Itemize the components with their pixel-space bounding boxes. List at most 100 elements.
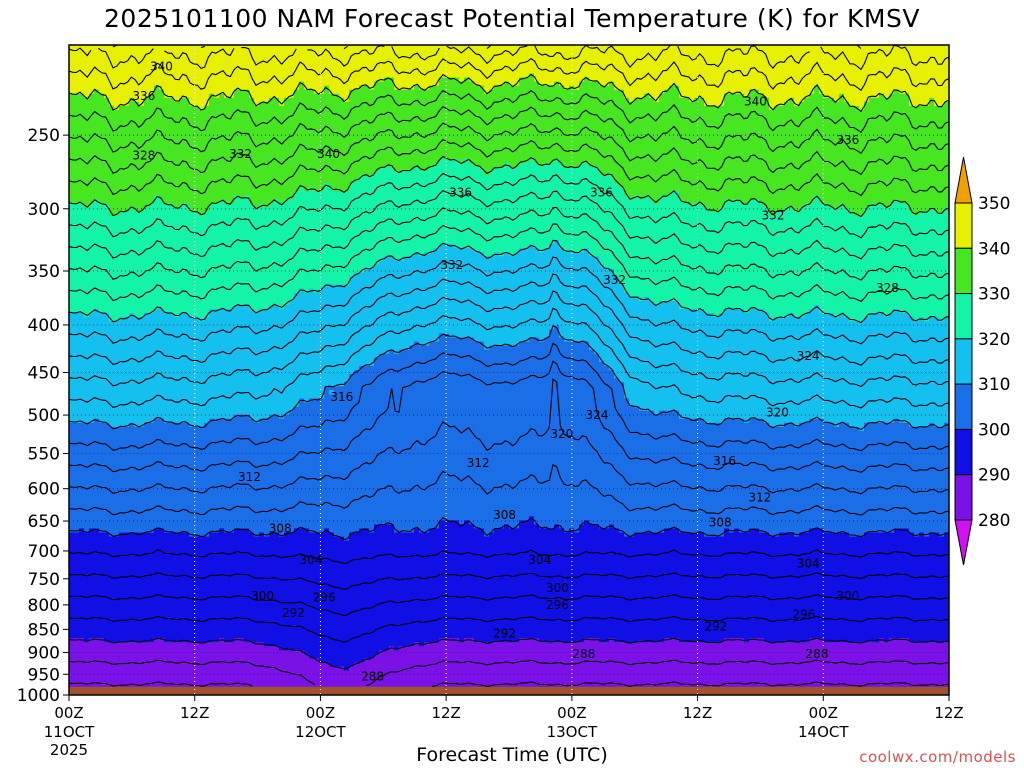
x-tick-date-2: 12OCT	[295, 723, 346, 741]
contour-label-17: 320	[550, 427, 573, 441]
y-tick-label-1000: 1000	[17, 686, 60, 706]
x-tick-date-6: 14OCT	[798, 723, 849, 741]
y-tick-label-600: 600	[28, 480, 60, 500]
contour-line-344	[69, 45, 949, 71]
contour-line-294	[69, 594, 949, 617]
contour-label-24: 308	[269, 521, 292, 535]
x-tick-label-4: 00Z	[557, 704, 586, 722]
contour-line-340	[69, 73, 949, 113]
contour-label-33: 296	[792, 607, 815, 621]
contour-label-1: 336	[132, 89, 155, 103]
contour-label-30: 300	[251, 589, 274, 603]
colorbar-top-arrow	[954, 156, 973, 204]
x-tick-label-1: 12Z	[180, 704, 209, 722]
contour-line-300	[69, 516, 949, 541]
colorbar-label-350: 350	[978, 194, 1010, 214]
credit-link[interactable]: coolwx.com/models	[859, 748, 1016, 766]
contour-line-286	[69, 681, 949, 687]
x-tick-label-0: 00Z	[54, 704, 83, 722]
colorbar-seg-5	[954, 428, 973, 476]
x-tick-year-0: 2025	[50, 741, 88, 759]
colorbar-label-280: 280	[978, 511, 1010, 531]
y-tick-label-700: 700	[28, 542, 60, 562]
contour-line-292	[69, 615, 949, 643]
x-tick-date-4: 13OCT	[547, 723, 598, 741]
y-tick-label-500: 500	[28, 406, 60, 426]
contour-label-35: 292	[493, 627, 516, 641]
y-tick-label-850: 850	[28, 620, 60, 640]
contour-line-310	[69, 325, 949, 431]
contour-label-2: 340	[317, 147, 340, 161]
contour-label-40: 288	[361, 669, 384, 683]
contour-label-4: 336	[836, 133, 859, 147]
contour-label-16: 320	[766, 406, 789, 420]
contour-line-324	[69, 206, 949, 281]
contour-line-302	[69, 464, 949, 516]
contour-label-23: 308	[709, 515, 732, 529]
contour-line-342	[69, 57, 949, 92]
colorbar-seg-0	[954, 202, 973, 249]
contour-label-22: 308	[493, 508, 516, 522]
contour-label-15: 324	[586, 408, 609, 422]
contour-line-328	[69, 172, 949, 239]
x-axis-label: Forecast Time (UTC)	[416, 744, 608, 766]
x-tick-label-2: 00Z	[306, 704, 335, 722]
contour-label-28: 300	[546, 581, 569, 595]
contour-label-13: 324	[797, 349, 820, 363]
colorbar: 280 290 300 310 320 330 340 350	[954, 156, 1010, 566]
contour-label-38: 288	[572, 647, 595, 661]
y-tick-label-650: 650	[28, 512, 60, 532]
contour-line-346	[112, 45, 862, 50]
contour-labels: 340 336 340 340 336 328 332 336 336 332 332 332 328 3…	[132, 60, 899, 684]
colorbar-seg-4	[954, 383, 973, 430]
contour-line-308	[69, 342, 949, 452]
contour-line-290	[69, 637, 949, 670]
colorbar-seg-3	[954, 338, 973, 385]
contour-label-20: 312	[238, 470, 261, 484]
contour-label-7: 336	[449, 185, 472, 199]
contour-label-3: 340	[744, 94, 767, 108]
x-tick-label-6: 00Z	[809, 704, 838, 722]
colorbar-label-320: 320	[978, 330, 1010, 350]
colorbar-label-310: 310	[978, 375, 1010, 395]
colorbar-label-290: 290	[978, 466, 1010, 486]
contour-label-31: 296	[313, 591, 336, 605]
contour-label-14: 316	[330, 390, 353, 404]
contour-label-18: 316	[713, 454, 736, 468]
contour-line-312	[69, 307, 949, 409]
x-tick-date-0: 11OCT	[44, 723, 95, 741]
contour-label-11: 332	[603, 273, 626, 287]
contour-label-5: 328	[132, 149, 155, 163]
contour-label-25: 304	[300, 553, 323, 567]
y-tick-label-900: 900	[28, 643, 60, 663]
contour-line-304	[69, 378, 949, 495]
y-tick-label-350: 350	[28, 262, 60, 282]
contour-line-322	[69, 223, 949, 303]
y-tick-label-250: 250	[28, 126, 60, 146]
contour-line-306	[69, 360, 949, 473]
y-tick-label-400: 400	[28, 316, 60, 336]
contour-line-332	[69, 138, 949, 197]
contour-label-9: 332	[762, 208, 785, 222]
colorbar-bottom-arrow	[954, 519, 973, 566]
x-tick-label-5: 12Z	[683, 704, 712, 722]
contour-label-21: 312	[748, 490, 771, 504]
ground-fill	[69, 686, 949, 695]
y-tick-label-450: 450	[28, 364, 60, 384]
contour-lines	[69, 45, 949, 687]
contour-line-326	[69, 189, 949, 260]
contour-label-6: 332	[229, 147, 252, 161]
contour-line-338	[69, 89, 949, 134]
contour-label-39: 288	[806, 647, 829, 661]
contour-label-36: 292	[704, 620, 727, 634]
contour-label-29: 300	[836, 589, 859, 603]
contour-line-336	[69, 106, 949, 155]
contour-label-27: 304	[797, 556, 820, 570]
contour-label-8: 336	[590, 185, 613, 199]
contour-label-0: 340	[150, 60, 173, 74]
y-tick-label-300: 300	[28, 200, 60, 220]
y-tick-label-800: 800	[28, 596, 60, 616]
filled-contours	[69, 45, 949, 695]
contour-label-19: 312	[467, 456, 490, 470]
